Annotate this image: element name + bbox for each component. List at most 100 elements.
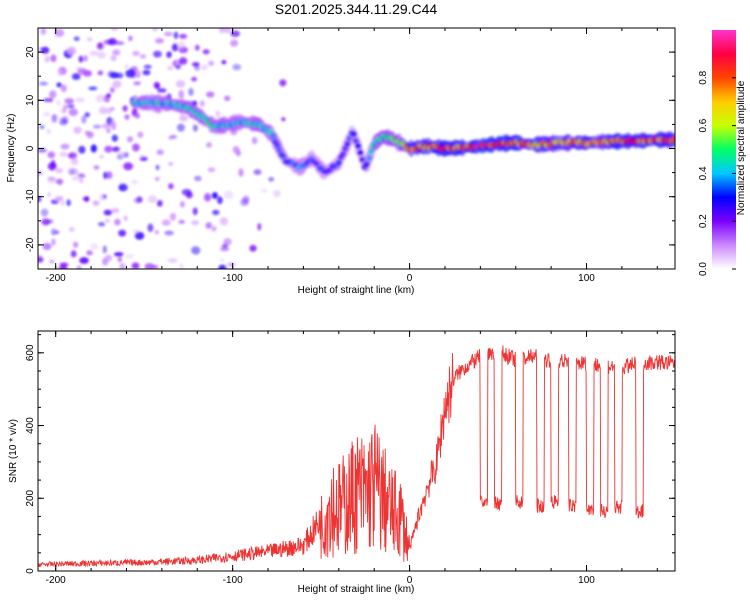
noise-blob [82, 70, 92, 77]
colorbar-tick-label: 0.2 [698, 214, 709, 228]
noise-blob [154, 37, 164, 44]
noise-blob [206, 142, 212, 148]
y-tick-label: 0 [25, 145, 36, 151]
noise-blob [230, 30, 241, 37]
noise-blob [207, 167, 216, 173]
noise-blob [208, 60, 215, 66]
noise-blob [218, 28, 225, 34]
noise-blob [167, 258, 178, 263]
noise-blob [249, 244, 257, 252]
noise-blob [125, 69, 136, 78]
noise-blob [123, 162, 134, 171]
noise-blob [66, 199, 71, 207]
noise-blob [104, 254, 113, 262]
noise-blob [68, 152, 78, 160]
noise-blob [90, 144, 97, 153]
x-tick-label: -100 [223, 273, 243, 284]
noise-blob [206, 91, 215, 98]
noise-blob [103, 209, 113, 216]
noise-blob [230, 39, 239, 47]
noise-blob [224, 95, 231, 101]
noise-blob [176, 123, 185, 132]
noise-blob [70, 250, 77, 258]
noise-blob [132, 229, 140, 234]
noise-blob [101, 123, 112, 129]
snr-axes: -200 -100 0 100 0 200 400 600 [25, 330, 676, 586]
colorbar-ticks: 0.0 0.2 0.4 0.6 0.8 [698, 70, 736, 276]
noise-blob [151, 28, 158, 32]
noise-blob [218, 264, 227, 269]
noise-blob [48, 179, 55, 184]
noise-blob [212, 209, 220, 216]
noise-blob [220, 246, 230, 252]
noise-blob [49, 259, 55, 264]
noise-blob [55, 167, 64, 174]
noise-blob [81, 115, 87, 124]
noise-blob [38, 254, 43, 261]
noise-blob [104, 145, 113, 153]
noise-blob [66, 104, 75, 109]
noise-blob [132, 50, 140, 57]
noise-blob [199, 100, 205, 107]
y-tick-label: 20 [25, 46, 36, 58]
noise-blob [179, 114, 189, 122]
noise-blob [41, 46, 50, 54]
noise-blob [139, 156, 148, 162]
snr-y-label: SNR (10 * v/v) [8, 419, 19, 483]
noise-blob [192, 207, 198, 216]
noise-blob [99, 154, 104, 159]
noise-blob [260, 188, 268, 193]
noise-blob [131, 262, 140, 269]
noise-blob [48, 98, 53, 103]
noise-blob [79, 257, 89, 264]
noise-blob [110, 55, 117, 62]
noise-blob [60, 143, 70, 150]
y-tick-label: 600 [25, 344, 36, 361]
noise-blob [73, 126, 82, 134]
noise-blob [170, 134, 178, 139]
y-tick-label: 0 [25, 568, 36, 574]
noise-blob [56, 100, 61, 106]
noise-blob [136, 196, 143, 203]
noise-blob [168, 183, 174, 190]
noise-blob [96, 51, 107, 59]
noise-blob [135, 112, 140, 119]
noise-blob [49, 90, 57, 99]
noise-blob [75, 97, 85, 103]
noise-blob [66, 46, 77, 56]
y-tick-label: -20 [25, 237, 36, 252]
spectrogram-blobs [38, 28, 675, 269]
noise-blob [51, 238, 56, 246]
noise-blob [156, 149, 164, 156]
noise-blob [51, 228, 57, 236]
noise-blob [181, 188, 192, 196]
colorbar-label: Normalized spectral amplitude [736, 80, 747, 215]
noise-blob [106, 128, 112, 134]
noise-blob [179, 263, 184, 269]
noise-blob [115, 41, 125, 46]
noise-blob [191, 76, 197, 82]
noise-blob [40, 28, 47, 35]
plot-frame [37, 330, 676, 572]
noise-blob [117, 256, 122, 263]
x-tick-label: -100 [223, 575, 243, 586]
colorbar-tick-label: 0.6 [698, 118, 709, 132]
noise-blob [147, 223, 154, 233]
noise-blob [242, 195, 250, 204]
noise-blob [227, 262, 236, 267]
noise-blob [156, 200, 163, 207]
x-tick-label: -200 [46, 575, 66, 586]
noise-blob [134, 70, 141, 79]
x-tick-label: 0 [407, 273, 413, 284]
noise-blob [44, 55, 50, 63]
noise-blob [68, 227, 75, 232]
noise-blob [102, 194, 107, 199]
noise-blob [110, 28, 118, 31]
noise-blob [188, 87, 194, 96]
noise-blob [144, 263, 155, 269]
noise-blob [97, 221, 106, 227]
noise-blob [103, 171, 108, 180]
noise-blob [50, 54, 57, 63]
noise-blob [42, 242, 52, 251]
